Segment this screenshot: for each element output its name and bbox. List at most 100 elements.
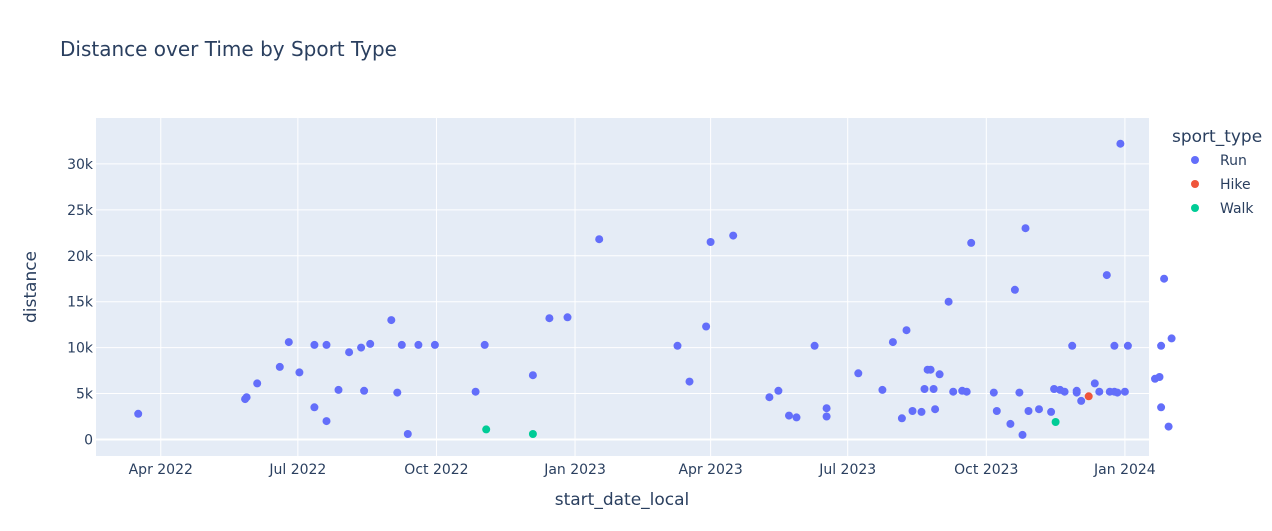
data-point-run bbox=[967, 238, 976, 247]
y-tick-label: 0 bbox=[84, 432, 93, 448]
data-point-run bbox=[920, 385, 929, 393]
data-point-run bbox=[992, 407, 1001, 415]
data-point-run bbox=[729, 231, 738, 240]
data-point-run bbox=[1050, 385, 1059, 393]
data-point-run bbox=[810, 341, 819, 350]
data-point-run bbox=[397, 340, 406, 349]
data-point-run bbox=[792, 413, 801, 422]
data-point-run bbox=[1068, 341, 1077, 350]
x-tick-label: Apr 2022 bbox=[129, 462, 193, 478]
x-tick-label: Oct 2022 bbox=[404, 462, 468, 478]
y-tick-label: 15k bbox=[67, 295, 94, 311]
data-point-run bbox=[1102, 271, 1111, 280]
data-point-run bbox=[888, 338, 897, 347]
plot-area bbox=[96, 118, 1149, 456]
data-point-run bbox=[1157, 403, 1166, 412]
data-point-run bbox=[357, 343, 366, 352]
data-point-run bbox=[334, 385, 343, 394]
y-axis-title: distance bbox=[21, 251, 41, 323]
legend-marker-walk[interactable] bbox=[1191, 204, 1199, 212]
x-tick-label: Apr 2023 bbox=[678, 462, 742, 478]
data-point-run bbox=[1006, 419, 1015, 428]
data-point-run bbox=[1164, 422, 1173, 431]
data-point-run bbox=[962, 387, 971, 396]
data-point-run bbox=[822, 412, 831, 421]
legend-label-run[interactable]: Run bbox=[1220, 153, 1247, 169]
data-point-run bbox=[917, 407, 926, 416]
data-point-run bbox=[563, 313, 572, 322]
data-point-run bbox=[366, 339, 375, 348]
y-tick-label: 5k bbox=[76, 387, 94, 403]
data-point-run bbox=[929, 385, 938, 393]
series-hike bbox=[1084, 392, 1093, 401]
legend-marker-run[interactable] bbox=[1191, 156, 1199, 164]
data-point-run bbox=[387, 316, 396, 325]
data-point-run bbox=[935, 370, 944, 379]
data-point-run bbox=[253, 379, 262, 388]
data-point-run bbox=[393, 388, 402, 397]
data-point-run bbox=[765, 393, 774, 402]
data-point-run bbox=[480, 340, 489, 349]
data-point-hike bbox=[1084, 392, 1093, 401]
gridlines bbox=[96, 118, 1149, 456]
data-point-run bbox=[897, 414, 906, 423]
data-point-run bbox=[595, 235, 604, 244]
data-point-run bbox=[902, 326, 911, 335]
data-point-run bbox=[403, 430, 412, 438]
x-axis-title: start_date_local bbox=[555, 490, 690, 510]
data-point-run bbox=[774, 386, 783, 395]
data-point-run bbox=[322, 417, 331, 426]
data-point-run bbox=[931, 405, 940, 414]
data-point-run bbox=[989, 388, 998, 397]
data-point-run bbox=[1024, 407, 1033, 415]
data-point-run bbox=[854, 369, 863, 378]
data-point-run bbox=[295, 368, 304, 377]
y-tick-label: 30k bbox=[67, 157, 94, 173]
data-point-run bbox=[322, 340, 331, 349]
data-point-run bbox=[1120, 387, 1129, 396]
data-point-run bbox=[1095, 387, 1104, 396]
data-point-run bbox=[430, 340, 439, 349]
data-point-run bbox=[1018, 430, 1027, 439]
data-point-run bbox=[1123, 341, 1132, 350]
x-tick-label: Jul 2023 bbox=[818, 462, 876, 478]
legend: sport_type Run Hike Walk bbox=[1172, 127, 1262, 217]
y-tick-label: 10k bbox=[67, 341, 94, 357]
data-point-run bbox=[1047, 407, 1056, 416]
data-point-run bbox=[1035, 405, 1043, 414]
data-point-run bbox=[949, 387, 958, 396]
data-point-run bbox=[944, 297, 953, 306]
data-point-run bbox=[1072, 388, 1081, 397]
data-point-run bbox=[345, 348, 354, 357]
x-tick-labels: Apr 2022 Jul 2022 Oct 2022 Jan 2023 Apr 2023… bbox=[129, 462, 1156, 478]
data-point-run bbox=[134, 409, 143, 418]
data-point-run bbox=[310, 403, 319, 412]
data-point-run bbox=[1167, 334, 1176, 343]
legend-label-walk[interactable]: Walk bbox=[1220, 201, 1254, 217]
data-point-run bbox=[1113, 388, 1122, 397]
data-point-run bbox=[1060, 387, 1069, 396]
data-point-run bbox=[706, 238, 715, 246]
legend-marker-hike[interactable] bbox=[1191, 180, 1199, 188]
legend-title: sport_type bbox=[1172, 127, 1262, 147]
data-point-run bbox=[275, 362, 284, 371]
legend-label-hike[interactable]: Hike bbox=[1220, 177, 1251, 193]
data-point-run bbox=[1160, 274, 1169, 283]
series-walk bbox=[482, 418, 1060, 438]
data-point-run bbox=[1010, 285, 1019, 294]
x-tick-label: Oct 2023 bbox=[954, 462, 1018, 478]
data-point-run bbox=[673, 341, 682, 350]
y-tick-label: 25k bbox=[67, 203, 94, 219]
data-points bbox=[134, 139, 1176, 439]
data-point-run bbox=[1090, 379, 1099, 388]
data-point-run bbox=[310, 340, 319, 349]
data-point-run bbox=[1157, 341, 1166, 350]
x-tick-label: Jan 2024 bbox=[1093, 462, 1156, 478]
chart-title: Distance over Time by Sport Type bbox=[60, 37, 397, 61]
data-point-run bbox=[685, 377, 694, 386]
x-tick-label: Jan 2023 bbox=[543, 462, 606, 478]
data-point-walk bbox=[1051, 418, 1060, 426]
data-point-run bbox=[785, 411, 793, 420]
data-point-run bbox=[360, 386, 369, 395]
